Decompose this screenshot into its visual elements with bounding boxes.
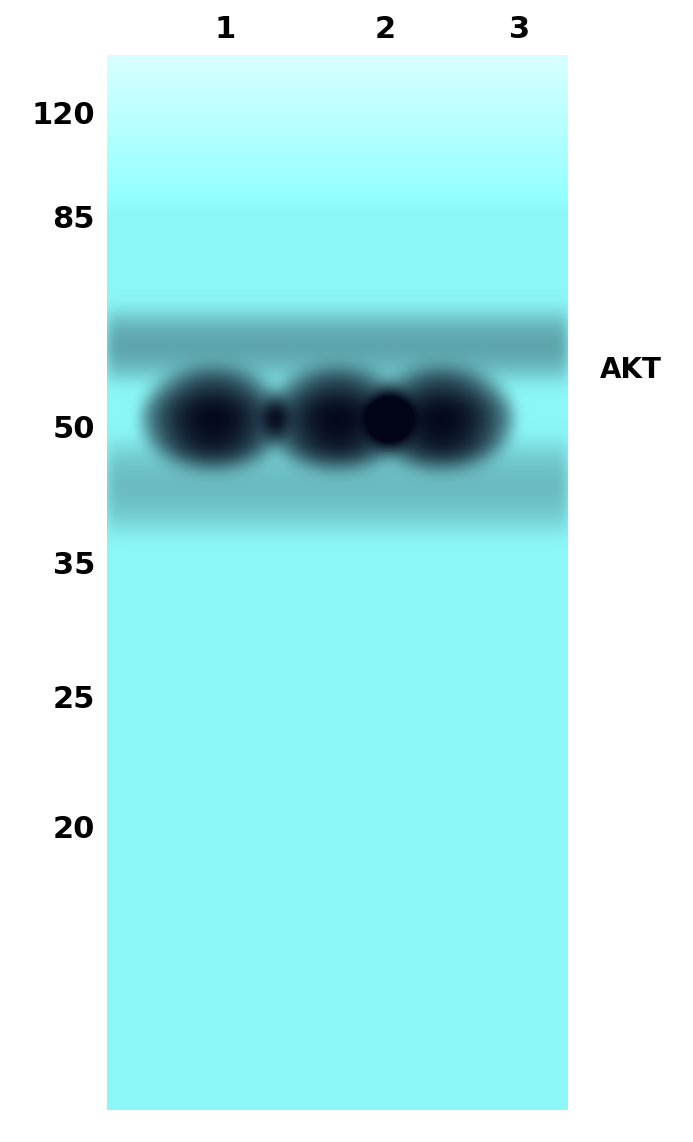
- Text: 85: 85: [53, 206, 95, 234]
- Text: 35: 35: [53, 550, 95, 579]
- Text: 50: 50: [53, 416, 95, 444]
- Text: 2: 2: [374, 16, 396, 45]
- Text: 20: 20: [53, 815, 95, 844]
- Text: AKT: AKT: [600, 356, 662, 384]
- Text: 3: 3: [509, 16, 531, 45]
- Text: 120: 120: [31, 100, 95, 129]
- Text: 25: 25: [53, 685, 95, 715]
- Text: 1: 1: [214, 16, 236, 45]
